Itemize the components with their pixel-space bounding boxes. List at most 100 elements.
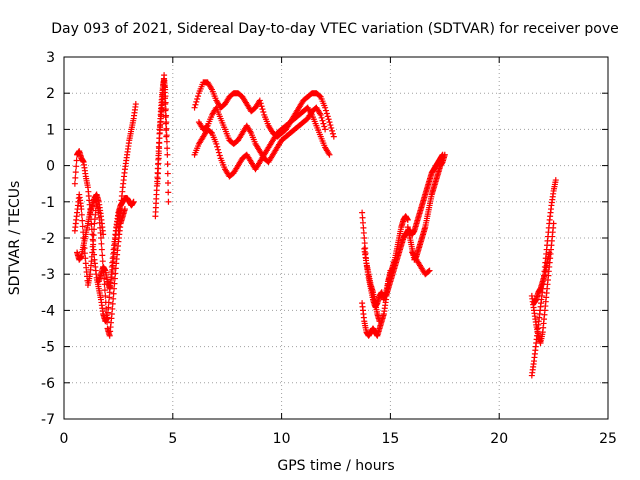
y-tick-label: -5	[41, 340, 55, 356]
data-point	[320, 120, 327, 127]
data-point	[359, 214, 366, 221]
y-tick-label: 1	[46, 122, 55, 138]
data-point	[103, 312, 110, 319]
data-point	[90, 237, 97, 244]
y-tick-label: 3	[46, 50, 55, 66]
data-point	[79, 217, 86, 224]
data-point	[404, 216, 411, 223]
data-point	[112, 270, 119, 277]
data-point	[326, 151, 333, 158]
data-point	[163, 138, 170, 145]
data-point	[317, 111, 324, 118]
data-point	[130, 198, 137, 205]
data-series	[71, 72, 559, 379]
data-point	[192, 101, 199, 108]
data-point	[111, 280, 118, 287]
data-point	[321, 123, 328, 130]
data-point	[161, 72, 168, 79]
data-point	[215, 146, 222, 153]
data-point	[215, 149, 222, 156]
data-point	[326, 119, 333, 126]
data-point	[319, 117, 326, 124]
data-point	[195, 93, 202, 100]
data-point	[79, 223, 86, 230]
x-tick-label: 20	[490, 431, 508, 447]
grid	[64, 57, 608, 419]
y-tick-label: -1	[41, 195, 55, 211]
data-point	[89, 231, 96, 238]
data-point	[161, 77, 168, 84]
data-point	[109, 300, 116, 307]
data-point	[90, 246, 97, 253]
data-point	[110, 290, 117, 297]
data-point	[216, 152, 223, 159]
data-point	[257, 100, 264, 107]
data-point	[71, 180, 78, 187]
data-point	[78, 211, 85, 218]
y-tick-label: -3	[41, 267, 55, 283]
data-point	[324, 113, 331, 120]
data-point	[89, 249, 96, 256]
data-point	[323, 110, 330, 117]
data-point	[161, 83, 168, 90]
data-point	[88, 221, 95, 228]
data-point	[161, 89, 168, 96]
data-point	[155, 170, 162, 177]
data-point	[165, 198, 172, 205]
data-point	[73, 157, 80, 164]
data-point	[325, 116, 332, 123]
data-point	[426, 267, 433, 274]
data-point	[322, 126, 329, 133]
x-axis-tick-labels: 0 5 10 15 20 25	[60, 431, 617, 447]
x-tick-label: 10	[273, 431, 291, 447]
data-point	[103, 305, 110, 312]
data-point	[98, 246, 105, 253]
data-point	[328, 124, 335, 131]
x-tick-label: 25	[599, 431, 617, 447]
data-point	[72, 174, 79, 181]
data-point	[359, 209, 366, 216]
x-tick-label: 15	[381, 431, 399, 447]
y-tick-label: 2	[46, 86, 55, 102]
data-point	[109, 305, 116, 312]
data-point	[90, 232, 97, 239]
data-point	[155, 160, 162, 167]
data-point	[329, 127, 336, 134]
data-point	[361, 235, 368, 241]
data-point	[359, 219, 366, 226]
data-point	[165, 189, 172, 196]
x-tick-label: 5	[168, 431, 177, 447]
data-point	[91, 226, 98, 233]
data-point	[258, 103, 265, 110]
data-point	[193, 98, 200, 105]
data-point	[164, 161, 171, 168]
data-point	[164, 151, 171, 158]
data-point	[194, 95, 201, 102]
data-point	[546, 249, 553, 256]
data-point	[108, 311, 115, 318]
data-point	[360, 229, 367, 236]
data-point	[552, 177, 559, 184]
data-point	[322, 104, 329, 111]
data-point	[104, 318, 111, 325]
data-point	[98, 240, 105, 247]
data-point	[376, 318, 383, 325]
data-point	[162, 120, 169, 127]
data-point	[132, 101, 139, 108]
data-point	[162, 114, 169, 121]
data-point	[361, 240, 368, 247]
data-point	[327, 122, 334, 129]
data-point	[154, 175, 161, 182]
data-point	[161, 95, 168, 102]
data-point	[163, 127, 170, 134]
data-point	[101, 287, 108, 294]
data-point	[106, 294, 113, 301]
chart-title: Day 093 of 2021, Sidereal Day-to-day VTE…	[51, 21, 619, 37]
data-point	[425, 268, 432, 275]
data-point	[162, 107, 169, 114]
y-tick-label: -4	[41, 303, 55, 319]
data-point	[99, 258, 106, 265]
data-point	[104, 309, 111, 316]
data-point	[99, 252, 106, 259]
